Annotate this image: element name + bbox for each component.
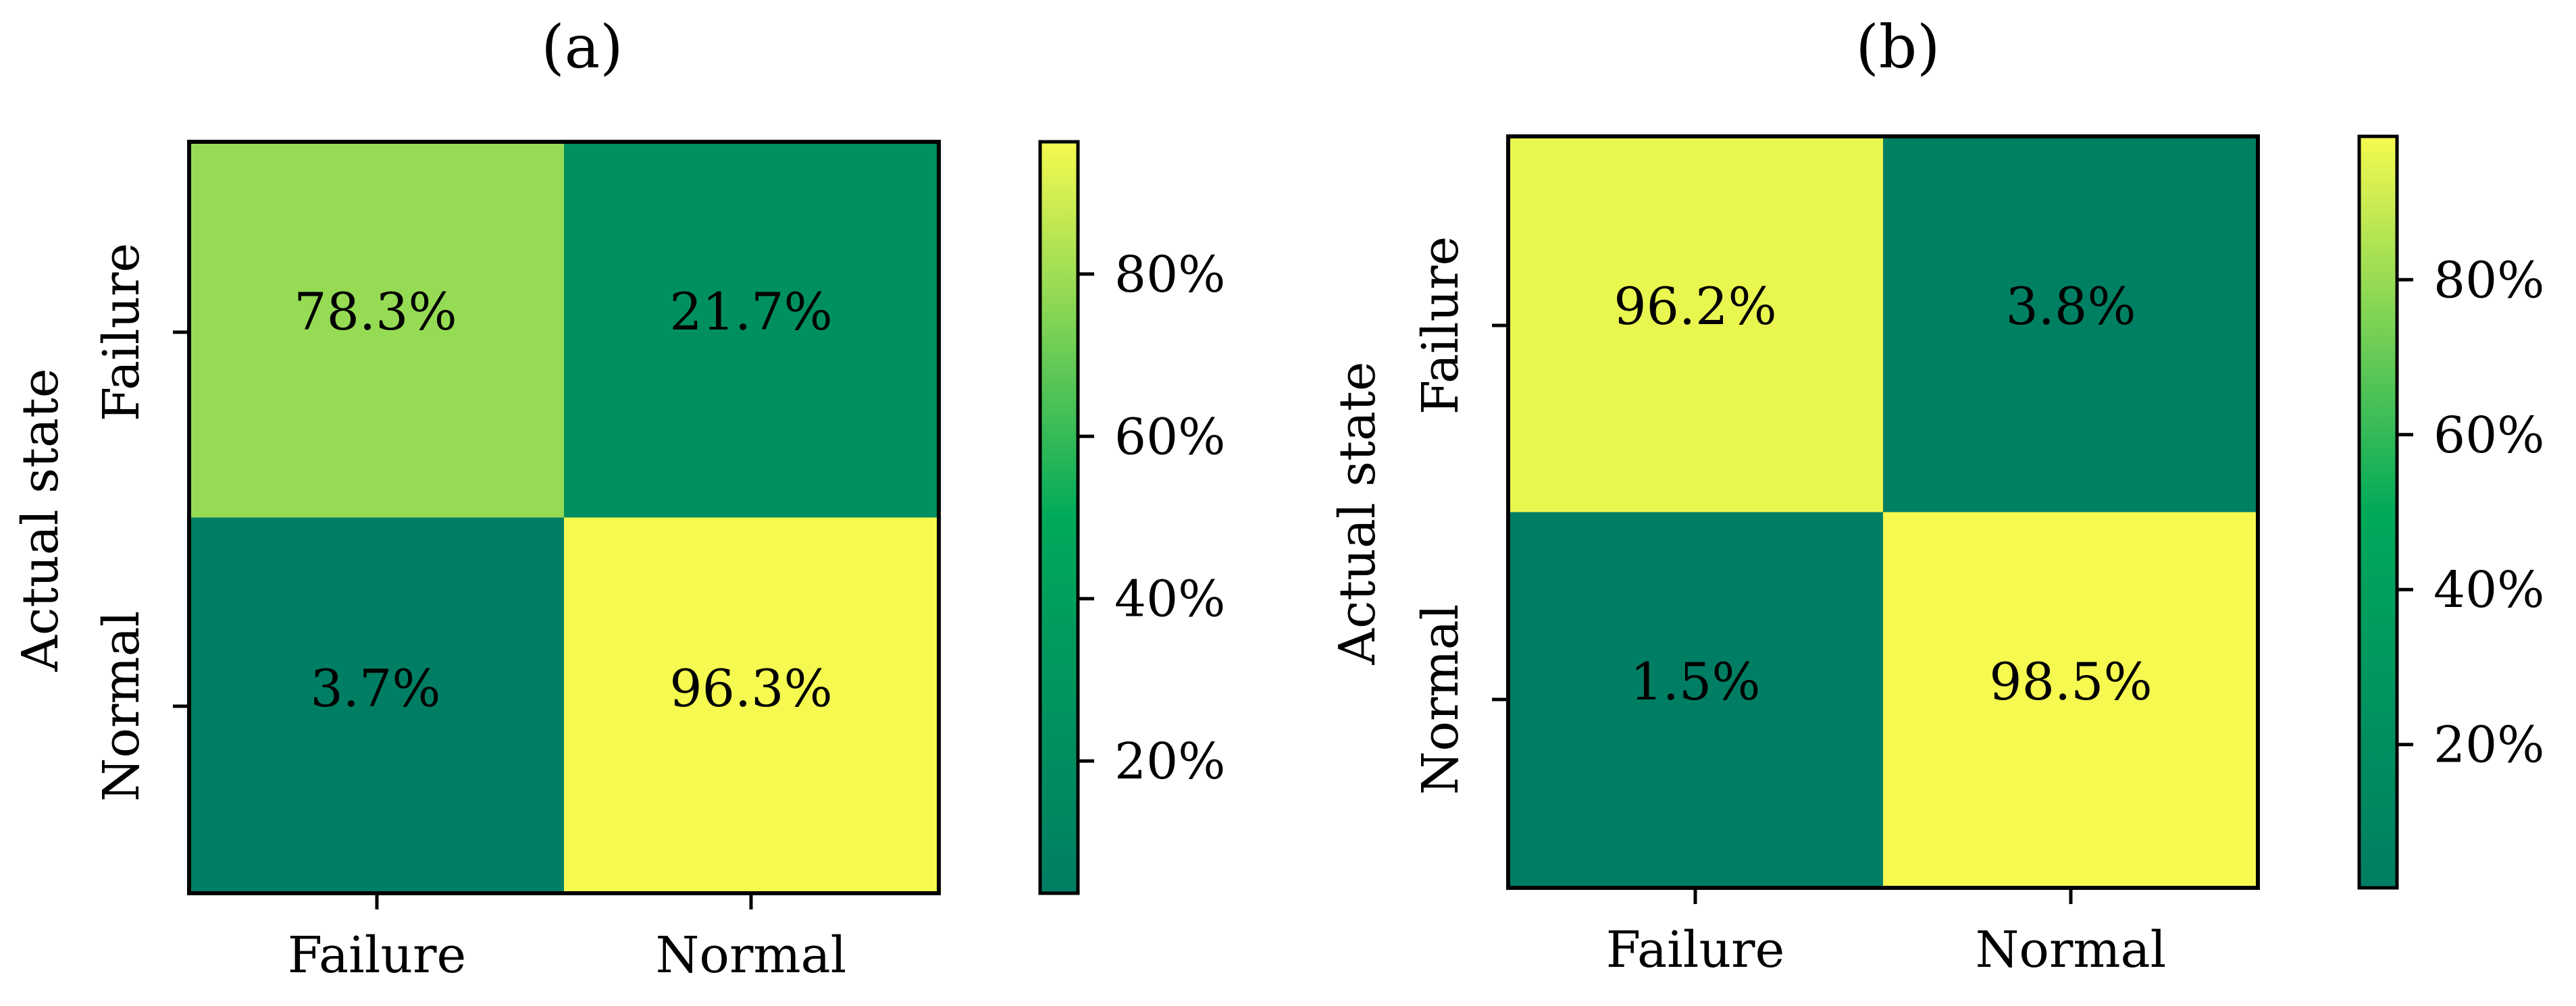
panel-b-heatmap-cells xyxy=(1508,136,2259,889)
panel-a-cell-labels: 78.3% 21.7% 3.7% 96.3% xyxy=(294,282,832,718)
cell-label: 1.5% xyxy=(1630,652,1760,712)
panel-b-y-tick-label: Normal xyxy=(1412,604,1470,795)
colorbar-tick-label: 20% xyxy=(1114,733,1225,791)
panel-a-x-tick-label: Normal xyxy=(656,926,847,984)
panel-b-y-tick-label: Failure xyxy=(1412,236,1470,415)
cell-label: 98.5% xyxy=(1989,652,2152,712)
colorbar-tick-label: 60% xyxy=(2433,406,2544,465)
heatmap-cell xyxy=(564,517,939,894)
cell-label: 96.3% xyxy=(669,658,832,718)
colorbar-tick-label: 20% xyxy=(2433,716,2544,774)
heatmap-cell xyxy=(1508,136,1884,512)
panel-a-heatmap-cells xyxy=(189,142,939,894)
panel-a-y-axis-label: Actual state xyxy=(11,369,70,672)
heatmap-cell xyxy=(1883,512,2259,889)
cell-label: 21.7% xyxy=(669,282,832,342)
panel-a-colorbar-ticks: 20% 40% 60% 80% xyxy=(1078,246,1225,791)
panel-b-y-axis-label: Actual state xyxy=(1329,362,1387,666)
panel-b-colorbar-ticks: 20% 40% 60% 80% xyxy=(2397,251,2544,774)
panel-a-y-tick-label: Failure xyxy=(93,243,151,422)
cell-label: 96.2% xyxy=(1614,276,1776,336)
colorbar-tick-label: 40% xyxy=(2433,561,2544,619)
heatmap-cell xyxy=(564,142,939,518)
panel-a-title: (a) xyxy=(541,12,623,82)
panel-b-colorbar xyxy=(2357,134,2399,890)
cell-label: 78.3% xyxy=(294,282,457,342)
colorbar-tick-label: 80% xyxy=(2433,251,2544,309)
heatmap-cell xyxy=(189,517,565,894)
colorbar-tick-label: 40% xyxy=(1114,571,1225,629)
cell-label: 3.8% xyxy=(2005,276,2136,336)
panel-b-x-tick-label: Normal xyxy=(1976,921,2167,979)
panel-b: (b) Actual state 96.2% 3.8% 1.5% 98.5% F… xyxy=(1329,12,2544,979)
colorbar-tick-label: 80% xyxy=(1114,246,1225,304)
panel-b-x-tick-label: Failure xyxy=(1606,921,1785,979)
panel-a: (a) Actual state 78.3% 21.7% 3.7% 96.3% … xyxy=(11,12,1225,984)
heatmap-cell xyxy=(189,142,565,518)
heatmap-cell xyxy=(1508,512,1884,889)
cell-label: 3.7% xyxy=(310,658,440,718)
panel-b-plot-frame xyxy=(1506,134,2260,890)
heatmap-cell xyxy=(1883,136,2259,512)
colorbar-tick-label: 60% xyxy=(1114,408,1225,466)
panel-a-plot-frame xyxy=(187,140,941,895)
panel-a-y-tick-label: Normal xyxy=(93,611,151,802)
panel-a-x-tick-label: Failure xyxy=(288,926,467,984)
panel-a-colorbar xyxy=(1038,140,1080,895)
panel-b-cell-labels: 96.2% 3.8% 1.5% 98.5% xyxy=(1614,276,2152,712)
panel-b-title: (b) xyxy=(1856,12,1940,82)
